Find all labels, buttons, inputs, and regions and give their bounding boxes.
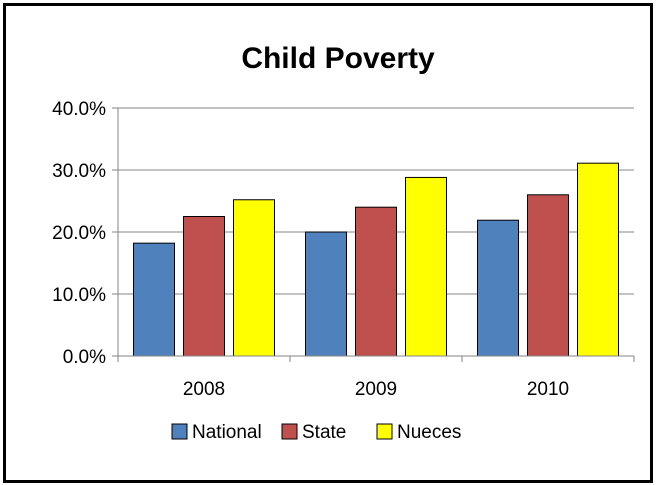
y-tick-label: 10.0% bbox=[52, 285, 106, 306]
bar-state-2008 bbox=[183, 216, 225, 357]
y-axis-ticks: 0.0% 10.0% 20.0% 30.0% 40.0% bbox=[52, 99, 106, 368]
bar-nueces-2009 bbox=[405, 176, 447, 357]
bar-state-2010 bbox=[527, 194, 569, 357]
y-tick-label: 20.0% bbox=[52, 223, 106, 244]
legend-swatch-national bbox=[171, 423, 188, 440]
bar-national-2010 bbox=[477, 219, 519, 357]
y-tick-label: 0.0% bbox=[63, 347, 106, 368]
chart-frame: Child Poverty 0.0% 10.0% 20.0% 30.0% 40.0% 2… bbox=[3, 3, 653, 483]
bar-national-2009 bbox=[305, 231, 347, 357]
legend-label-nueces: Nueces bbox=[397, 422, 461, 443]
x-tick-label: 2008 bbox=[183, 379, 225, 400]
legend-label-national: National bbox=[192, 422, 262, 443]
y-tick-label: 30.0% bbox=[52, 161, 106, 182]
legend-swatch-nueces bbox=[376, 423, 393, 440]
bar-state-2009 bbox=[355, 206, 397, 357]
legend-swatch-state bbox=[281, 423, 298, 440]
bars bbox=[133, 162, 619, 357]
x-tick-label: 2009 bbox=[355, 379, 397, 400]
bar-national-2008 bbox=[133, 242, 175, 357]
y-tick-label: 40.0% bbox=[52, 99, 106, 120]
x-axis: 2008 2009 2010 bbox=[117, 355, 635, 400]
legend-label-state: State bbox=[302, 422, 346, 443]
legend: National State Nueces bbox=[171, 422, 461, 443]
bar-nueces-2010 bbox=[577, 162, 619, 357]
x-tick-label: 2010 bbox=[527, 379, 569, 400]
chart-title: Child Poverty bbox=[241, 42, 435, 75]
bar-nueces-2008 bbox=[233, 199, 275, 357]
bar-chart: Child Poverty 0.0% 10.0% 20.0% 30.0% 40.0% 2… bbox=[52, 42, 635, 443]
